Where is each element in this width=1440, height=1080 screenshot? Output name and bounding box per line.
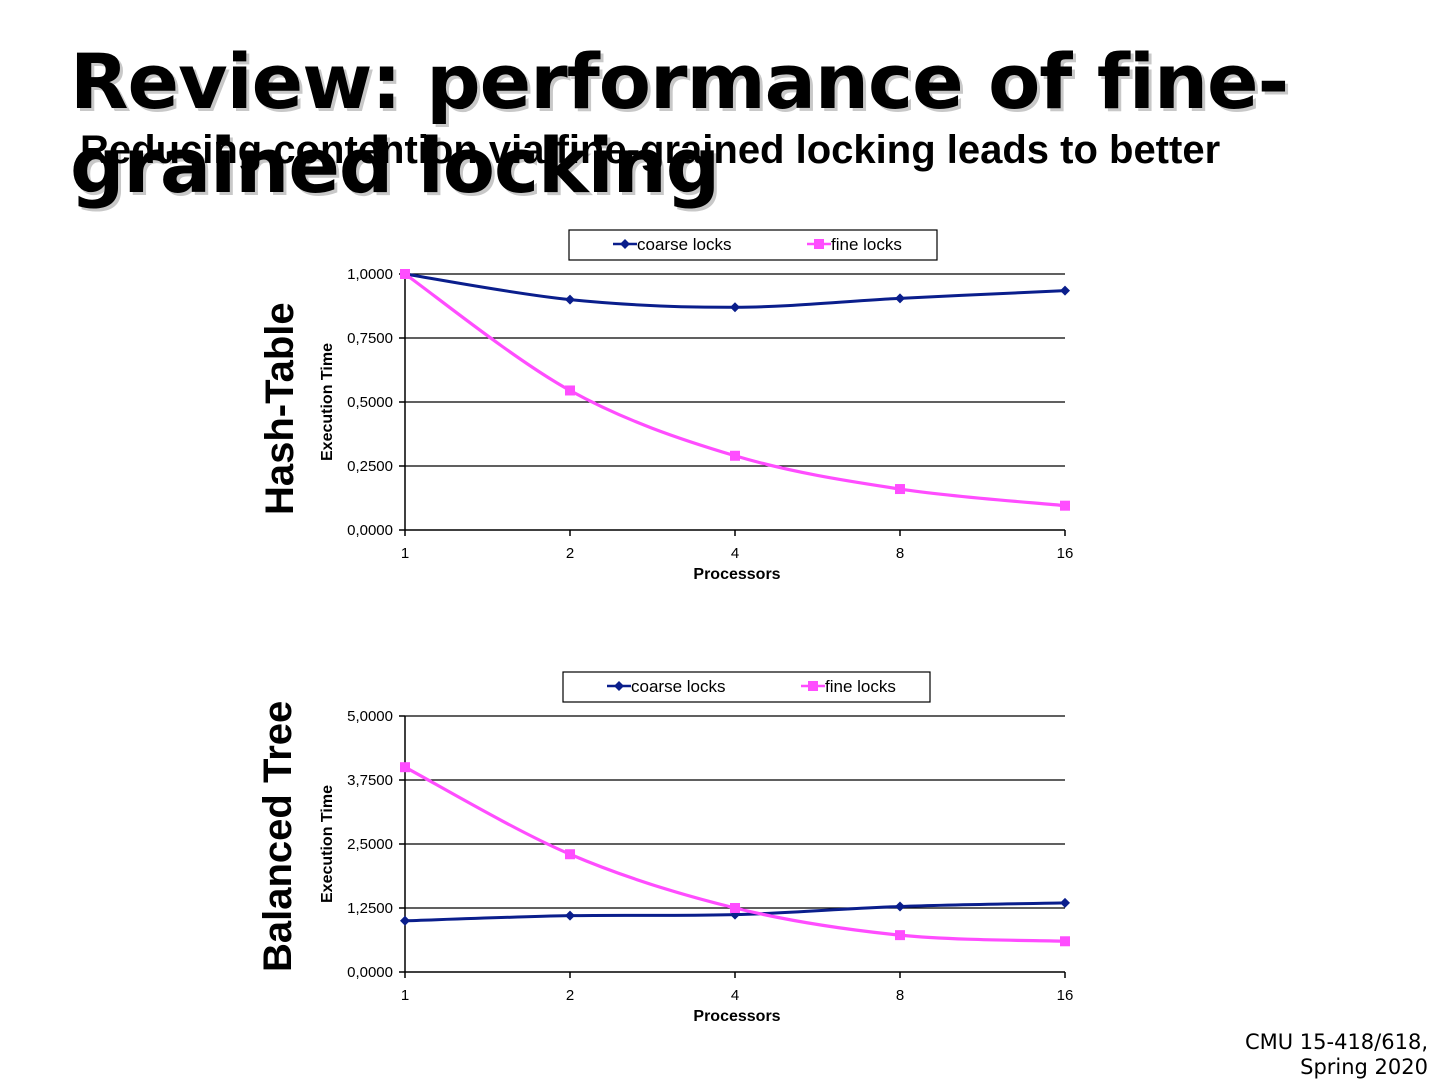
chart0-x-tick-label: 4 xyxy=(731,545,739,562)
chart1-series-0-point xyxy=(400,915,410,926)
chart0-series-0-point xyxy=(565,294,575,305)
chart1-y-tick-label: 2,5000 xyxy=(347,836,393,853)
chart0-series-1-point xyxy=(1060,500,1070,511)
chart0-y-axis-title: Execution Time xyxy=(319,343,336,461)
chart1-legend-swatch-marker xyxy=(808,681,818,691)
chart0-x-tick-label: 2 xyxy=(566,545,574,562)
slide-title: Review: performance of fine- grained loc… xyxy=(70,37,1289,210)
chart1-legend-swatch-marker xyxy=(614,681,624,691)
chart1-legend-label: coarse locks xyxy=(631,677,725,696)
chart1-y-tick-label: 1,2500 xyxy=(347,900,393,917)
chart0-y-tick-label: 1,0000 xyxy=(347,266,393,283)
chart1-y-tick-label: 5,0000 xyxy=(347,708,393,725)
chart0-series-1-point xyxy=(400,269,410,279)
chart1-x-tick-label: 8 xyxy=(896,987,904,1004)
footer-line-1: CMU 15-418/618, xyxy=(1244,1030,1428,1054)
chart0-series-1-point xyxy=(730,450,740,461)
chart1-series-0-point xyxy=(895,901,905,912)
chart0-legend-swatch-marker xyxy=(620,239,630,249)
chart1-series-1-point xyxy=(1060,936,1070,947)
chart0-y-tick-label: 0,5000 xyxy=(347,394,393,411)
chart1-series-1-point xyxy=(565,849,575,860)
chart1-y-axis-title: Execution Time xyxy=(319,785,336,903)
chart0-series-0-point xyxy=(1060,285,1070,296)
chart1-legend-label: fine locks xyxy=(825,677,896,696)
chart1-x-tick-label: 1 xyxy=(401,987,409,1004)
footer-line-2: Spring 2020 xyxy=(1300,1055,1428,1079)
chart1-series-1-point xyxy=(895,930,905,941)
chart0-y-tick-label: 0,0000 xyxy=(347,522,393,539)
chart0-series-1-line xyxy=(404,272,1066,508)
chart1-series-1-point xyxy=(400,762,410,773)
slide-subtitle: Reducing contention via fine-grained loc… xyxy=(80,128,1221,172)
chart0-x-axis-title: Processors xyxy=(693,566,780,583)
slide-title-line-2: grained locking xyxy=(70,121,720,210)
chart1-x-tick-label: 2 xyxy=(566,987,574,1004)
chart1-y-tick-label: 0,0000 xyxy=(347,964,393,981)
chart0-series-1-point xyxy=(565,385,575,396)
chart0-legend-swatch-marker xyxy=(814,239,824,249)
chart1-series-0-point xyxy=(565,910,575,921)
chart0-legend-label: coarse locks xyxy=(637,235,731,254)
chart1-y-tick-label: 3,7500 xyxy=(347,772,393,789)
chart0-series-1-point xyxy=(895,484,905,495)
chart1-series-1-point xyxy=(730,903,740,913)
chart0-x-tick-label: 8 xyxy=(896,545,904,562)
chart0-y-tick-label: 0,2500 xyxy=(347,458,393,475)
chart1-x-axis-title: Processors xyxy=(693,1008,780,1025)
chart1-series-0-point xyxy=(1060,897,1070,908)
footer-course-label: CMU 15-418/618, Spring 2020 xyxy=(1245,1030,1428,1080)
slide-title-line-1: Review: performance of fine- xyxy=(70,37,1289,126)
chart1-x-tick-label: 16 xyxy=(1057,987,1074,1004)
chart1-x-tick-label: 4 xyxy=(731,987,739,1004)
chart0-y-tick-label: 0,7500 xyxy=(347,330,393,347)
chart0-series-0-point xyxy=(730,302,740,313)
hash-table-chart: 0,0000 0,2500 0,5000 0,7500 1,0000 1 2 4 8 16 Proc… xyxy=(319,229,1074,583)
chart0-legend-label: fine locks xyxy=(831,235,902,254)
chart0-x-tick-label: 1 xyxy=(401,545,409,562)
chart0-x-tick-label: 16 xyxy=(1057,545,1074,562)
chart0-series-0-point xyxy=(895,293,905,304)
